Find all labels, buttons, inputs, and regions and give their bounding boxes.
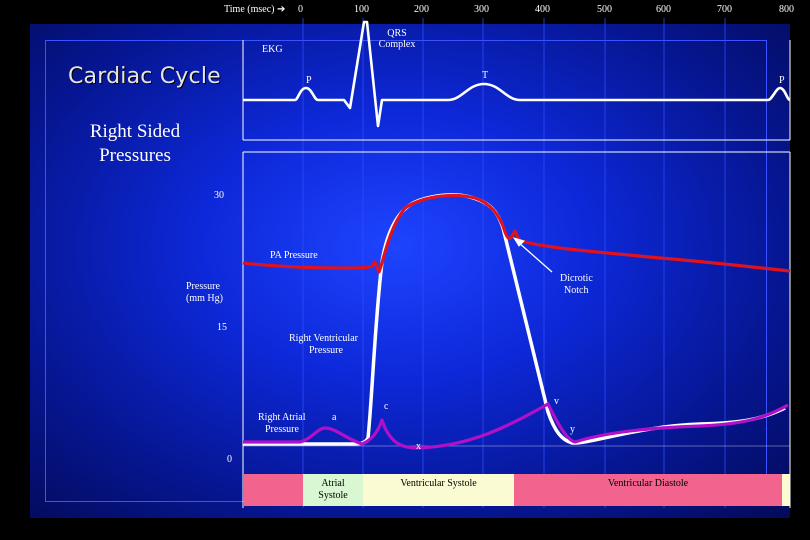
ra-pressure-curve (243, 402, 789, 450)
time-tick-400: 400 (535, 4, 550, 15)
band-ventricular-diastole (514, 474, 782, 506)
rv-pressure-label-2: Pressure (309, 345, 343, 356)
ra-pressure-label-2: Pressure (265, 424, 299, 435)
time-tick-200: 200 (414, 4, 429, 15)
time-tick-500: 500 (597, 4, 612, 15)
pressure-axis-label-2: (mm Hg) (186, 293, 223, 304)
dicrotic-notch-arrow (512, 237, 553, 273)
time-axis-label: Time (msec) ➔ (224, 4, 285, 15)
rv-pressure-label-1: Right Ventricular (289, 333, 358, 344)
slide-subtitle: Right Sided Pressures (89, 121, 181, 166)
pressure-tick-15: 15 (217, 322, 227, 333)
atrial-systole-label: Atrial Systole (303, 478, 363, 502)
time-tick-300: 300 (474, 4, 489, 15)
ekg-trace (243, 20, 791, 128)
band-atrial-systole (303, 474, 363, 506)
a-wave-label: a (332, 412, 337, 423)
dicrotic-notch-label-1: Dicrotic (560, 273, 593, 284)
band-ventricular-systole (363, 474, 514, 506)
p-wave-label: P (306, 75, 312, 86)
time-tick-0: 0 (298, 4, 303, 15)
time-tick-100: 100 (354, 4, 369, 15)
phase-bands (244, 474, 790, 506)
time-gridlines (302, 18, 726, 508)
pressure-tick-0: 0 (227, 454, 232, 465)
ventricular-diastole-label: Ventricular Diastole (607, 478, 689, 489)
ekg-label: EKG (262, 44, 283, 55)
time-tick-600: 600 (656, 4, 671, 15)
dicrotic-notch-label-2: Notch (564, 285, 589, 296)
x-descent-label: x (416, 441, 421, 452)
time-axis-label-text: Time (msec) (224, 4, 275, 15)
arrow-right-icon: ➔ (276, 4, 286, 15)
qrs-complex-label: QRS Complex (372, 28, 422, 50)
pa-pressure-label: PA Pressure (270, 250, 318, 261)
pressure-axis-label-1: Pressure (186, 281, 220, 292)
band-end (782, 474, 790, 506)
pa-pressure-curve (242, 193, 791, 274)
ra-pressure-label-1: Right Atrial (258, 412, 306, 423)
v-wave-label: v (554, 396, 559, 407)
time-tick-800: 800 (779, 4, 794, 15)
y-descent-label: y (570, 424, 575, 435)
c-wave-label: c (384, 401, 389, 412)
slide-title: Cardiac Cycle (68, 64, 221, 89)
background-frame (30, 24, 790, 518)
atrial-systole-label-2: Systole (318, 490, 348, 501)
ventricular-systole-label: Ventricular Systole (400, 478, 477, 489)
qrs-complex-label-text: QRS Complex (378, 28, 416, 50)
pressure-panel (242, 151, 791, 508)
time-tick-700: 700 (717, 4, 732, 15)
atrial-systole-label-1: Atrial (321, 478, 345, 489)
band-pre-atrial (244, 474, 303, 506)
ekg-panel (242, 40, 791, 141)
p-wave-label-2: P (779, 75, 785, 86)
pressure-tick-30: 30 (214, 190, 224, 201)
t-wave-label: T (482, 70, 489, 81)
